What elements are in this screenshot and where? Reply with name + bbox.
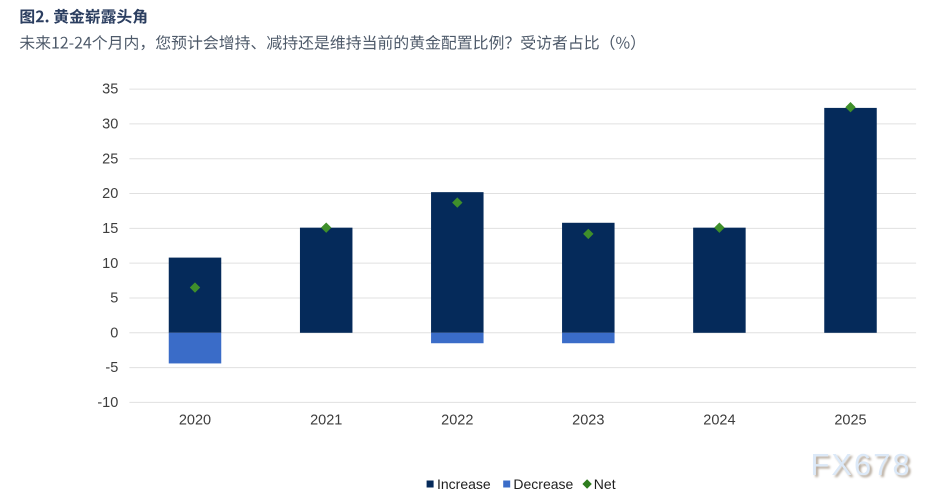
svg-text:Decrease: Decrease (513, 476, 573, 492)
svg-text:2020: 2020 (179, 413, 211, 429)
svg-text:FX678: FX678 (811, 447, 912, 482)
svg-text:25: 25 (102, 151, 118, 167)
svg-text:-5: -5 (105, 360, 118, 376)
svg-text:10: 10 (102, 256, 118, 272)
svg-text:2023: 2023 (572, 413, 604, 429)
svg-text:2025: 2025 (834, 413, 866, 429)
svg-text:Net: Net (594, 476, 616, 492)
svg-text:35: 35 (102, 82, 118, 98)
svg-text:2024: 2024 (703, 413, 735, 429)
svg-text:30: 30 (102, 117, 118, 133)
svg-text:Increase: Increase (437, 476, 491, 492)
svg-text:5: 5 (110, 291, 118, 307)
svg-text:-10: -10 (97, 395, 118, 411)
svg-text:2022: 2022 (441, 413, 473, 429)
svg-text:FX678: FX678 (813, 449, 914, 484)
svg-text:15: 15 (102, 221, 118, 237)
svg-text:20: 20 (102, 186, 118, 202)
svg-text:0: 0 (110, 325, 118, 341)
svg-text:2021: 2021 (310, 413, 342, 429)
